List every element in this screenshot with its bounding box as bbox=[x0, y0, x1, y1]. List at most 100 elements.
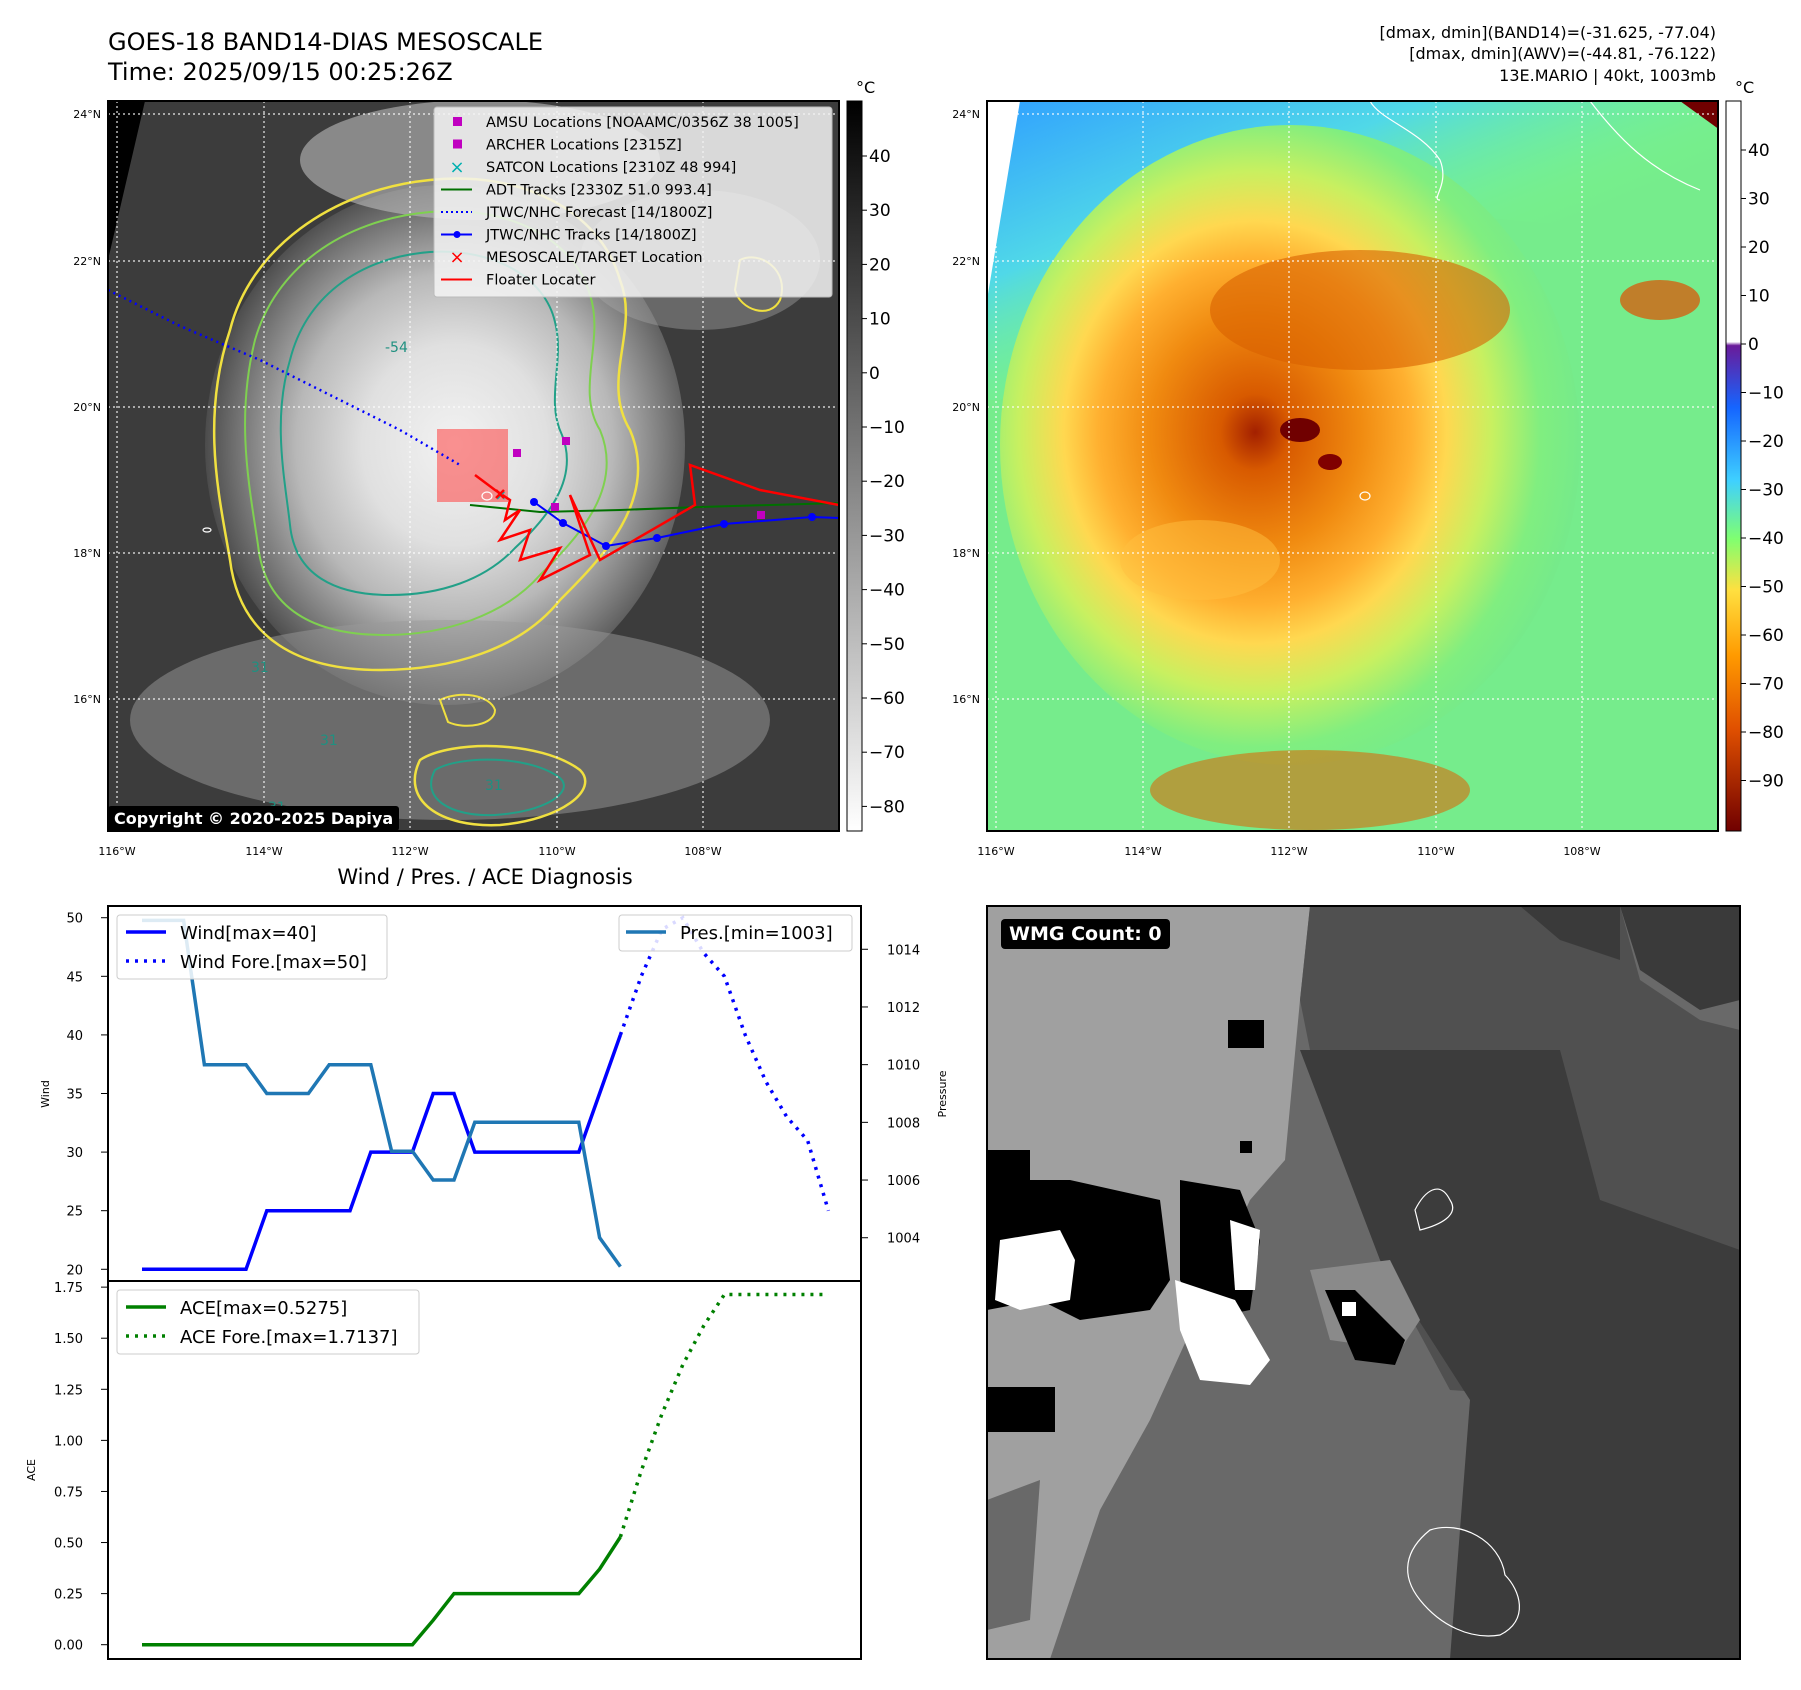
legend-item: ADT Tracks [2330Z 51.0 993.4] bbox=[441, 183, 712, 199]
colorbar-tick-label: −10 bbox=[1748, 384, 1784, 404]
ace-legend-label: ACE[max=0.5275] bbox=[180, 1298, 347, 1319]
colorbar-tick-label: −40 bbox=[1748, 529, 1784, 549]
info-band14: [dmax, dmin](BAND14)=(-31.625, -77.04) bbox=[1380, 23, 1716, 42]
y-tick-label: 25 bbox=[66, 1205, 83, 1220]
y-tick-label: 0.75 bbox=[54, 1485, 83, 1500]
ir-colorbar-unit: °C bbox=[856, 78, 875, 97]
lon-label: 112°W bbox=[391, 845, 428, 858]
legend-item: AMSU Locations [NOAAMC/0356Z 38 1005] bbox=[453, 115, 799, 131]
pressure-legend: Pres.[min=1003] bbox=[618, 914, 853, 952]
contour-label: 31 bbox=[320, 733, 338, 749]
svg-text:-54: -54 bbox=[385, 340, 408, 356]
y2-tick-label: 1014 bbox=[887, 943, 920, 958]
legend-item: × SATCON Locations [2310Z 48 994] bbox=[449, 157, 736, 178]
lon-label: 116°W bbox=[98, 845, 135, 858]
y-tick-label: 0.25 bbox=[54, 1588, 83, 1603]
y2-tick-label: 1012 bbox=[887, 1001, 920, 1016]
colorbar-tick-label: −50 bbox=[869, 635, 905, 655]
colorbar-tick-label: −40 bbox=[869, 581, 905, 601]
legend-label: SATCON Locations [2310Z 48 994] bbox=[486, 160, 736, 176]
y-tick-label: 1.50 bbox=[54, 1332, 83, 1347]
pressure-legend-label: Pres.[min=1003] bbox=[680, 923, 833, 944]
wind-legend-label: Wind[max=40] bbox=[180, 923, 317, 944]
y-tick-label: 30 bbox=[66, 1146, 83, 1161]
legend-label: ARCHER Locations [2315Z] bbox=[486, 138, 682, 154]
colorbar-tick-label: −80 bbox=[869, 797, 905, 817]
wind-legend: Wind[max=40] Wind Fore.[max=50] bbox=[116, 914, 388, 980]
legend-marker bbox=[453, 117, 462, 126]
ir-colorbar: °C 40 30 20 10 0 −10 −20 −30 −40 −50 −60 −70 −80 bbox=[846, 78, 905, 832]
colorbar-tick-label: −70 bbox=[1748, 675, 1784, 695]
colorbar-tick-label: 0 bbox=[1748, 335, 1759, 355]
legend-item: JTWC/NHC Forecast [14/1800Z] bbox=[441, 205, 712, 221]
legend-label: JTWC/NHC Tracks [14/1800Z] bbox=[485, 228, 697, 244]
y2-tick-label: 1004 bbox=[887, 1232, 920, 1247]
colorbar-tick-label: 30 bbox=[869, 201, 891, 221]
legend-marker: × bbox=[449, 157, 464, 178]
lat-label: 24°N bbox=[952, 108, 980, 121]
y2-tick-label: 1006 bbox=[887, 1174, 920, 1189]
copyright-badge: Copyright © 2020-2025 Dapiya bbox=[108, 806, 400, 831]
lon-label: 110°W bbox=[538, 845, 575, 858]
y-tick-label: 45 bbox=[66, 970, 83, 985]
contour-label: 31 bbox=[251, 660, 269, 676]
colorbar-tick-label: −90 bbox=[1748, 772, 1784, 792]
colorbar-tick-label: 40 bbox=[1748, 141, 1770, 161]
awv-colorbar: °C 40 30 20 10 0 −10 −20 −30 −40 −50 −60 −70 −80 −90 bbox=[1725, 78, 1784, 832]
y2-tick-label: 1010 bbox=[887, 1059, 920, 1074]
legend-label: AMSU Locations [NOAAMC/0356Z 38 1005] bbox=[486, 115, 799, 131]
figure-time: Time: 2025/09/15 00:25:26Z bbox=[107, 58, 453, 86]
legend-label: Floater Locater bbox=[486, 273, 595, 289]
colorbar-tick-label: −60 bbox=[869, 689, 905, 709]
y-tick-label: 0.00 bbox=[54, 1639, 83, 1654]
series-line-0-2 bbox=[142, 918, 622, 1268]
awv-map-frame bbox=[986, 100, 1719, 832]
colorbar-tick-label: −30 bbox=[1748, 481, 1784, 501]
colorbar-tick-label: −20 bbox=[869, 472, 905, 492]
legend-marker bbox=[453, 139, 462, 149]
lon-label: 114°W bbox=[245, 845, 282, 858]
series-line-1-1 bbox=[618, 1292, 829, 1538]
y-tick-label: 1.75 bbox=[54, 1281, 83, 1296]
series-line-0-0 bbox=[142, 1034, 623, 1272]
lat-label: 24°N bbox=[73, 108, 101, 121]
colorbar-tick-label: −10 bbox=[869, 418, 905, 438]
legend-label: ADT Tracks [2330Z 51.0 993.4] bbox=[486, 183, 712, 199]
y-tick-label: 1.00 bbox=[54, 1434, 83, 1449]
ace-legend: ACE[max=0.5275] ACE Fore.[max=1.7137] bbox=[116, 1289, 420, 1355]
ace-legend-label: ACE Fore.[max=1.7137] bbox=[180, 1327, 398, 1348]
diagnosis-title: Wind / Pres. / ACE Diagnosis bbox=[337, 865, 632, 889]
lat-label: 18°N bbox=[952, 547, 980, 560]
wind-legend-label: Wind Fore.[max=50] bbox=[180, 952, 367, 973]
legend-marker: × bbox=[449, 247, 464, 268]
y-tick-label: 0.50 bbox=[54, 1537, 83, 1552]
colorbar-tick-label: 20 bbox=[1748, 238, 1770, 258]
ace-legend-box bbox=[116, 1289, 420, 1355]
info-awv: [dmax, dmin](AWV)=(-44.81, -76.122) bbox=[1409, 44, 1716, 63]
wind-axis-label: Wind bbox=[39, 1080, 52, 1108]
legend-item: × MESOSCALE/TARGET Location bbox=[449, 247, 702, 268]
lat-label: 22°N bbox=[952, 255, 980, 268]
y2-tick-label: 1008 bbox=[887, 1116, 920, 1131]
ir-map-frame bbox=[107, 100, 840, 832]
colorbar-tick-label: −20 bbox=[1748, 432, 1784, 452]
y-tick-label: 50 bbox=[66, 912, 83, 927]
y-tick-label: 35 bbox=[66, 1088, 83, 1103]
wmg-panel bbox=[987, 906, 1740, 1659]
figure-title: GOES-18 BAND14-DIAS MESOSCALE bbox=[108, 28, 543, 56]
contour-label: 31 bbox=[485, 778, 503, 794]
awv-colorbar-unit: °C bbox=[1735, 78, 1754, 97]
lat-label: 20°N bbox=[952, 401, 980, 414]
legend-item: Floater Locater bbox=[441, 273, 595, 289]
y-tick-label: 40 bbox=[66, 1029, 83, 1044]
colorbar-tick-label: −30 bbox=[869, 526, 905, 546]
info-storm: 13E.MARIO | 40kt, 1003mb bbox=[1499, 66, 1716, 85]
colorbar-tick-label: 30 bbox=[1748, 190, 1770, 210]
pressure-axis-label: Pressure bbox=[936, 1070, 949, 1117]
series-line-1-0 bbox=[142, 1535, 622, 1647]
colorbar-tick-label: −80 bbox=[1748, 723, 1784, 743]
colorbar-tick-label: −60 bbox=[1748, 626, 1784, 646]
lat-label: 20°N bbox=[73, 401, 101, 414]
legend-item: JTWC/NHC Tracks [14/1800Z] bbox=[441, 228, 697, 244]
colorbar-tick-label: 0 bbox=[869, 364, 880, 384]
